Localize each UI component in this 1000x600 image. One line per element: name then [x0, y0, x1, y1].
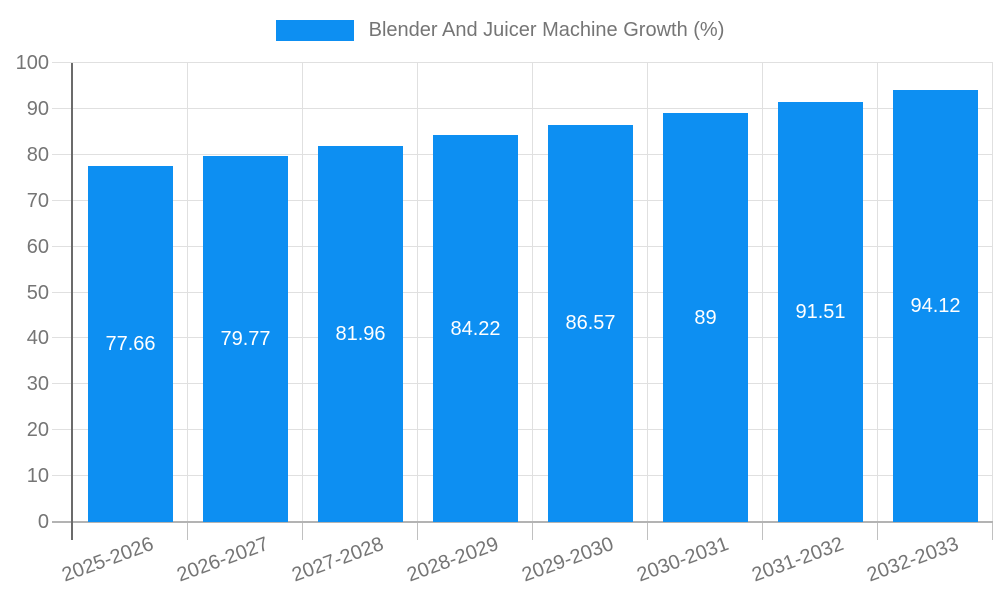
- x-gridline: [647, 63, 648, 522]
- y-tick-label: 50: [26, 281, 49, 304]
- bar: [433, 135, 518, 522]
- y-tick-label: 60: [26, 235, 49, 258]
- y-tick-label: 30: [26, 373, 49, 396]
- x-tick-label: 2025-2026: [58, 533, 157, 587]
- y-gridline: [52, 153, 993, 155]
- y-gridline: [52, 337, 993, 339]
- x-tick-label: 2030-2031: [633, 533, 732, 587]
- bar: [318, 145, 403, 522]
- y-gridline: [52, 383, 993, 385]
- x-gridline: [532, 63, 533, 522]
- x-gridline: [762, 63, 763, 522]
- bar-value-label: 77.66: [105, 332, 156, 355]
- y-tick-label: 70: [26, 189, 49, 212]
- y-gridline: [52, 62, 993, 63]
- bar-value-label: 91.51: [795, 300, 846, 323]
- x-tick-mark: [647, 522, 648, 540]
- bar-value-label: 84.22: [450, 317, 501, 340]
- x-tick-label: 2026-2027: [173, 533, 272, 587]
- x-tick-mark: [417, 522, 418, 540]
- bar: [88, 165, 173, 522]
- y-tick-label: 100: [15, 52, 49, 74]
- bar-value-label: 79.77: [220, 327, 271, 350]
- x-tick-mark: [302, 522, 303, 540]
- legend-swatch: [275, 20, 354, 41]
- bar-value-label: 94.12: [910, 294, 961, 317]
- y-gridline: [52, 199, 993, 201]
- y-axis-line: [71, 63, 73, 540]
- x-gridline: [992, 63, 993, 522]
- x-tick-mark: [762, 522, 763, 540]
- legend-label: Blender And Juicer Machine Growth (%): [368, 19, 725, 41]
- x-gridline: [877, 63, 878, 522]
- x-tick-mark: [992, 522, 993, 540]
- x-tick-label: 2031-2032: [748, 533, 847, 587]
- bar: [778, 101, 863, 522]
- legend: Blender And Juicer Machine Growth (%): [0, 19, 1000, 42]
- x-gridline: [302, 63, 303, 522]
- y-gridline: [52, 429, 993, 431]
- x-tick-label: 2028-2029: [403, 533, 502, 587]
- bar: [203, 155, 288, 522]
- y-tick-label: 90: [26, 97, 49, 120]
- bar: [548, 124, 633, 522]
- y-tick-label: 20: [26, 419, 49, 442]
- bar-value-label: 81.96: [335, 322, 386, 345]
- bar: [893, 89, 978, 522]
- bar-value-label: 86.57: [565, 312, 616, 335]
- x-axis-line: [52, 521, 993, 523]
- y-tick-label: 80: [26, 143, 49, 166]
- bar-value-label: 89: [694, 306, 717, 329]
- y-tick-label: 0: [37, 511, 49, 533]
- x-tick-label: 2027-2028: [288, 533, 387, 587]
- x-gridline: [417, 63, 418, 522]
- y-gridline: [52, 475, 993, 477]
- x-tick-label: 2029-2030: [518, 533, 617, 587]
- y-gridline: [52, 291, 993, 293]
- x-gridline: [187, 63, 188, 522]
- x-tick-mark: [532, 522, 533, 540]
- y-gridline: [52, 245, 993, 247]
- x-tick-label: 2032-2033: [863, 533, 962, 587]
- y-tick-label: 10: [26, 465, 49, 488]
- y-gridline: [52, 107, 993, 109]
- x-tick-mark: [877, 522, 878, 540]
- x-tick-mark: [187, 522, 188, 540]
- bar: [663, 113, 748, 522]
- y-tick-label: 40: [26, 327, 49, 350]
